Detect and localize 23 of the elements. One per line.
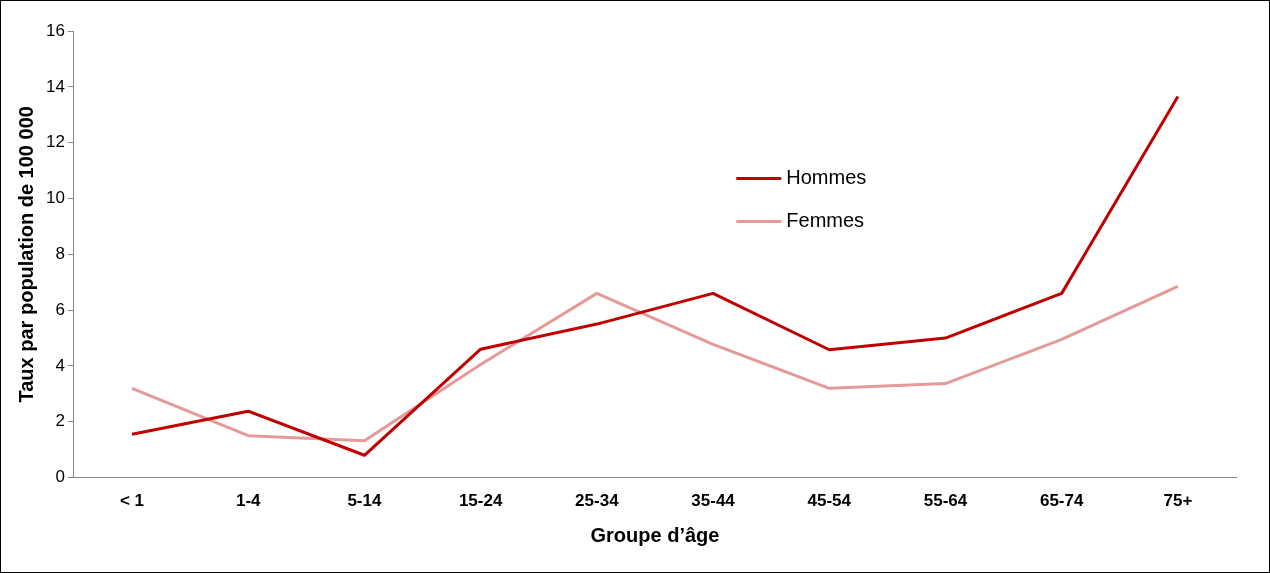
legend-label: Femmes xyxy=(786,208,865,231)
legend-label: Hommes xyxy=(786,165,867,188)
y-tick-label: 10 xyxy=(45,188,65,208)
y-tick-label: 14 xyxy=(45,76,65,96)
y-tick-label: 0 xyxy=(55,467,65,487)
y-tick-label: 4 xyxy=(55,355,65,375)
x-tick-label: 45-54 xyxy=(807,491,852,511)
y-tick-label: 12 xyxy=(45,132,65,152)
y-tick-label: 16 xyxy=(45,20,65,40)
x-tick-label: 15-24 xyxy=(458,491,503,511)
x-tick-label: 1-4 xyxy=(235,491,262,511)
x-tick-label: 5-14 xyxy=(347,491,382,511)
x-tick-label: 25-34 xyxy=(575,491,620,511)
x-axis-title: Groupe d’âge xyxy=(590,523,720,546)
x-tick-label: 55-64 xyxy=(923,491,968,511)
x-tick-label: < 1 xyxy=(119,491,145,511)
y-axis-title: Taux par population de 100 000 xyxy=(14,106,37,403)
y-tick-label: 2 xyxy=(55,411,65,431)
x-tick-label: 65-74 xyxy=(1039,491,1084,511)
x-tick-label: 75+ xyxy=(1163,491,1193,511)
x-tick-label: 35-44 xyxy=(691,491,736,511)
y-tick-label: 6 xyxy=(55,299,65,319)
y-tick-label: 8 xyxy=(55,243,65,263)
